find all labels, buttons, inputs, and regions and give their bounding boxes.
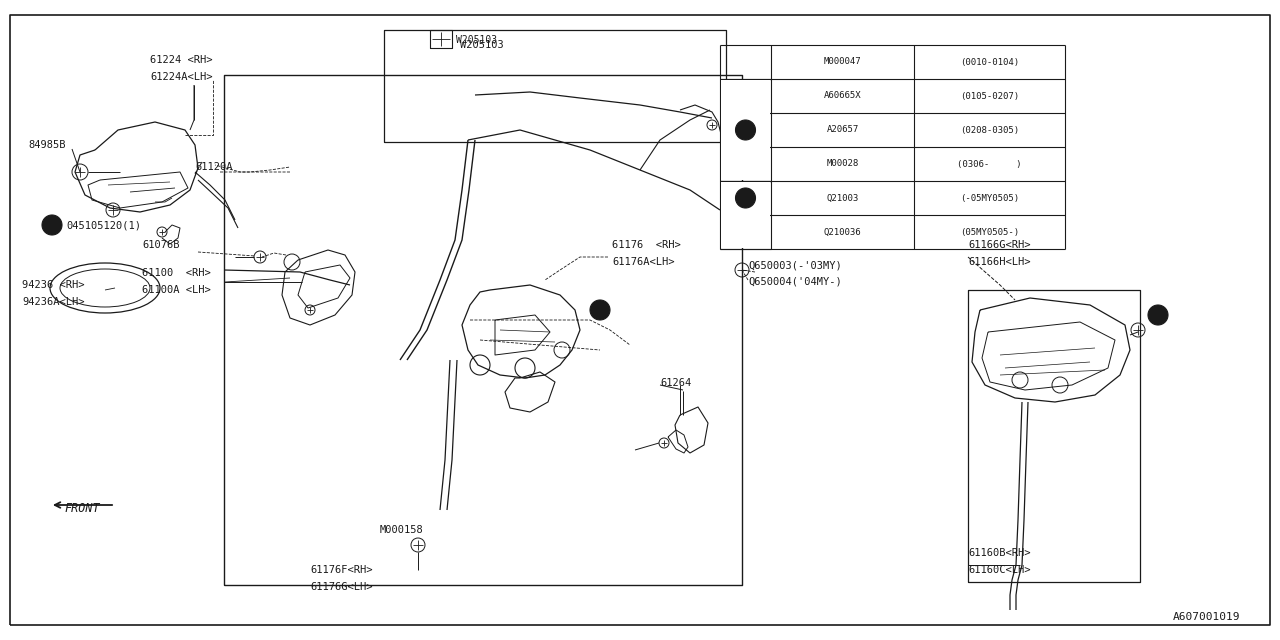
Text: 1: 1 — [1155, 310, 1161, 320]
Text: 94236 <RH>: 94236 <RH> — [22, 280, 84, 290]
Text: (-05MY0505): (-05MY0505) — [960, 193, 1019, 202]
Text: (0208-0305): (0208-0305) — [960, 125, 1019, 134]
Text: 61160C<LH>: 61160C<LH> — [968, 565, 1030, 575]
Text: 61176A<LH>: 61176A<LH> — [612, 257, 675, 267]
Text: A607001019: A607001019 — [1172, 612, 1240, 622]
Text: A60665X: A60665X — [824, 92, 861, 100]
Text: 61160B<RH>: 61160B<RH> — [968, 548, 1030, 558]
Text: 61176  <RH>: 61176 <RH> — [612, 240, 681, 250]
Text: 61176F<RH>: 61176F<RH> — [310, 565, 372, 575]
Text: 2: 2 — [742, 193, 749, 203]
Text: (0306-     ): (0306- ) — [957, 159, 1021, 168]
Text: 61120A: 61120A — [195, 162, 233, 172]
Text: (0105-0207): (0105-0207) — [960, 92, 1019, 100]
Text: 61166G<RH>: 61166G<RH> — [968, 240, 1030, 250]
Text: (0010-0104): (0010-0104) — [960, 58, 1019, 67]
Circle shape — [736, 120, 755, 140]
Text: 61100A <LH>: 61100A <LH> — [142, 285, 211, 295]
Text: 61224A<LH>: 61224A<LH> — [150, 72, 212, 82]
Text: (05MY0505-): (05MY0505-) — [960, 227, 1019, 237]
Text: W205103: W205103 — [460, 40, 504, 50]
Text: Q210036: Q210036 — [824, 227, 861, 237]
Circle shape — [590, 300, 611, 320]
Text: 2: 2 — [596, 305, 603, 315]
Bar — [721, 182, 771, 248]
Text: 61264: 61264 — [660, 378, 691, 388]
Text: Q21003: Q21003 — [827, 193, 859, 202]
Ellipse shape — [50, 263, 160, 313]
Text: W205103: W205103 — [456, 35, 497, 45]
Text: 045105120(1): 045105120(1) — [67, 221, 141, 231]
Text: Q650004('04MY-): Q650004('04MY-) — [748, 277, 842, 287]
Text: 1: 1 — [742, 125, 749, 135]
Text: 61076B: 61076B — [142, 240, 179, 250]
Text: S: S — [50, 221, 55, 230]
Text: 94236A<LH>: 94236A<LH> — [22, 297, 84, 307]
Ellipse shape — [60, 269, 150, 307]
Text: A20657: A20657 — [827, 125, 859, 134]
Bar — [721, 80, 771, 180]
Text: FRONT: FRONT — [64, 502, 100, 515]
Text: 61166H<LH>: 61166H<LH> — [968, 257, 1030, 267]
Circle shape — [736, 188, 755, 208]
Text: M000047: M000047 — [824, 58, 861, 67]
Text: Q650003(-'03MY): Q650003(-'03MY) — [748, 260, 842, 270]
Text: 61100  <RH>: 61100 <RH> — [142, 268, 211, 278]
Text: M00028: M00028 — [827, 159, 859, 168]
Text: 84985B: 84985B — [28, 140, 65, 150]
Text: M000158: M000158 — [380, 525, 424, 535]
Text: 61176G<LH>: 61176G<LH> — [310, 582, 372, 592]
Circle shape — [42, 215, 61, 235]
Text: 61224 <RH>: 61224 <RH> — [150, 55, 212, 65]
Circle shape — [1148, 305, 1169, 325]
